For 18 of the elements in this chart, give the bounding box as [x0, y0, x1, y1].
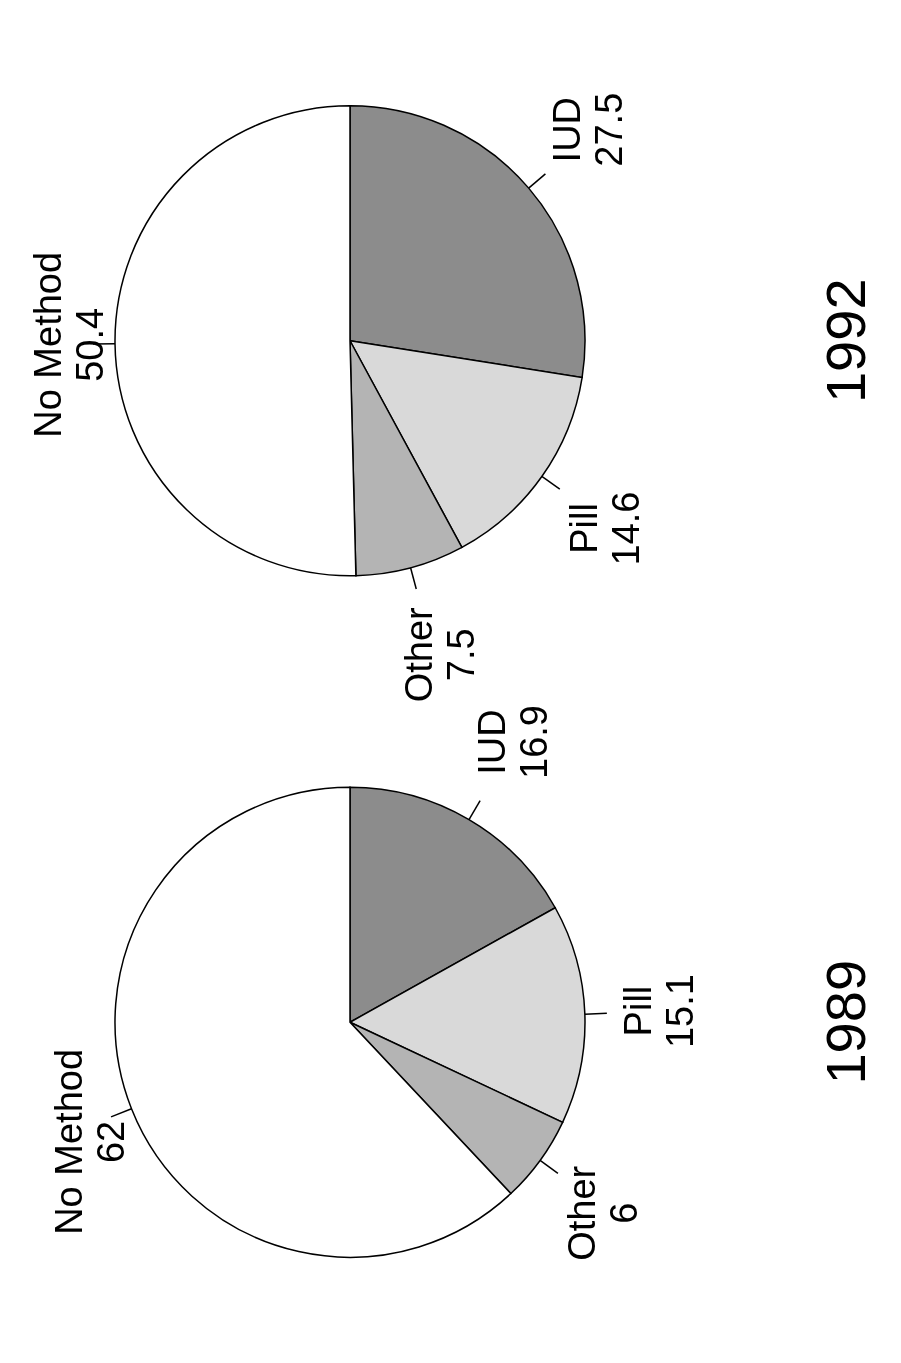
slice-label: Pill	[562, 503, 605, 554]
slice-label: No Method	[47, 1048, 90, 1235]
data-label: 6	[602, 1202, 645, 1224]
data-label: 14.6	[604, 491, 647, 566]
slice-label: IUD	[471, 709, 514, 775]
text: 1989	[814, 959, 877, 1085]
text: 1992	[814, 278, 877, 404]
data-label: 15.1	[658, 974, 701, 1049]
slice-label: IUD	[546, 96, 589, 163]
slice-label: Other	[560, 1165, 603, 1261]
data-label: 62	[89, 1120, 132, 1164]
slice-label: No Method	[27, 251, 70, 438]
data-label: 7.5	[440, 628, 483, 682]
slice-label: Pill	[616, 985, 659, 1037]
data-label: 27.5	[588, 92, 631, 167]
data-label: 50.4	[69, 307, 112, 382]
data-label: 16.9	[513, 705, 556, 779]
slice-label: Other	[398, 606, 441, 703]
